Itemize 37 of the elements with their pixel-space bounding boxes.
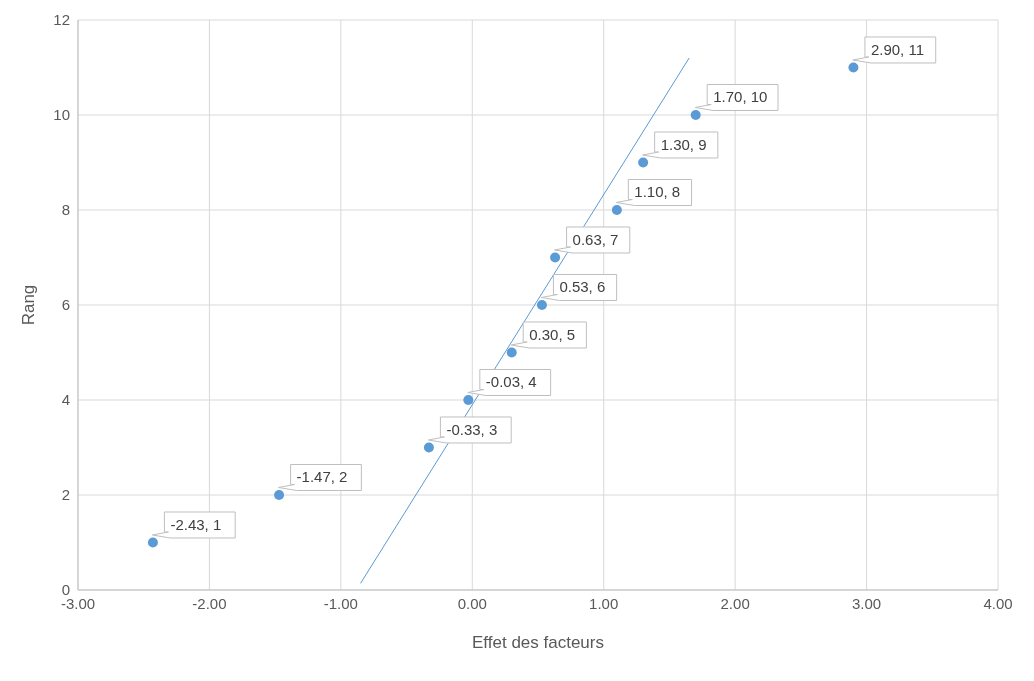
data-label: -0.33, 3: [446, 420, 498, 438]
data-label: 0.30, 5: [529, 325, 576, 343]
point: [690, 110, 701, 120]
x-axis-title: Effet des facteurs: [472, 633, 604, 652]
point: [463, 395, 474, 405]
point: [611, 205, 622, 215]
data-label: -2.43, 1: [170, 515, 222, 533]
data-label: -0.03, 4: [485, 373, 537, 391]
data-label: 0.53, 6: [559, 278, 606, 296]
x-tick-label: 2.00: [720, 594, 750, 612]
point: [423, 442, 434, 453]
point: [638, 157, 649, 168]
data-label: 1.30, 9: [660, 135, 707, 153]
data-label: 1.10, 8: [634, 183, 681, 201]
point: [506, 347, 517, 358]
y-tick-label: 2: [61, 486, 70, 504]
data-label: -1.47, 2: [296, 468, 348, 486]
data-label: 2.90, 11: [870, 40, 925, 58]
x-tick-label: -2.00: [192, 594, 227, 612]
x-tick-label: 3.00: [851, 594, 882, 612]
point: [274, 490, 285, 500]
point: [848, 62, 859, 73]
point: [536, 300, 547, 310]
y-tick-label: 4: [61, 391, 70, 409]
x-tick-label: 1.00: [589, 594, 619, 612]
point: [550, 252, 561, 263]
x-tick-label: 4.00: [983, 594, 1013, 612]
y-tick-label: 12: [53, 11, 70, 29]
point: [147, 537, 158, 548]
y-tick-label: 8: [61, 201, 70, 219]
data-label: 0.63, 7: [572, 230, 619, 248]
data-label: 1.70, 10: [713, 88, 768, 106]
x-tick-label: 0.00: [457, 594, 487, 612]
y-tick-label: 10: [53, 106, 70, 124]
x-tick-label: -1.00: [323, 594, 358, 612]
y-axis-title: Rang: [19, 284, 39, 326]
y-tick-label: 6: [61, 296, 70, 314]
